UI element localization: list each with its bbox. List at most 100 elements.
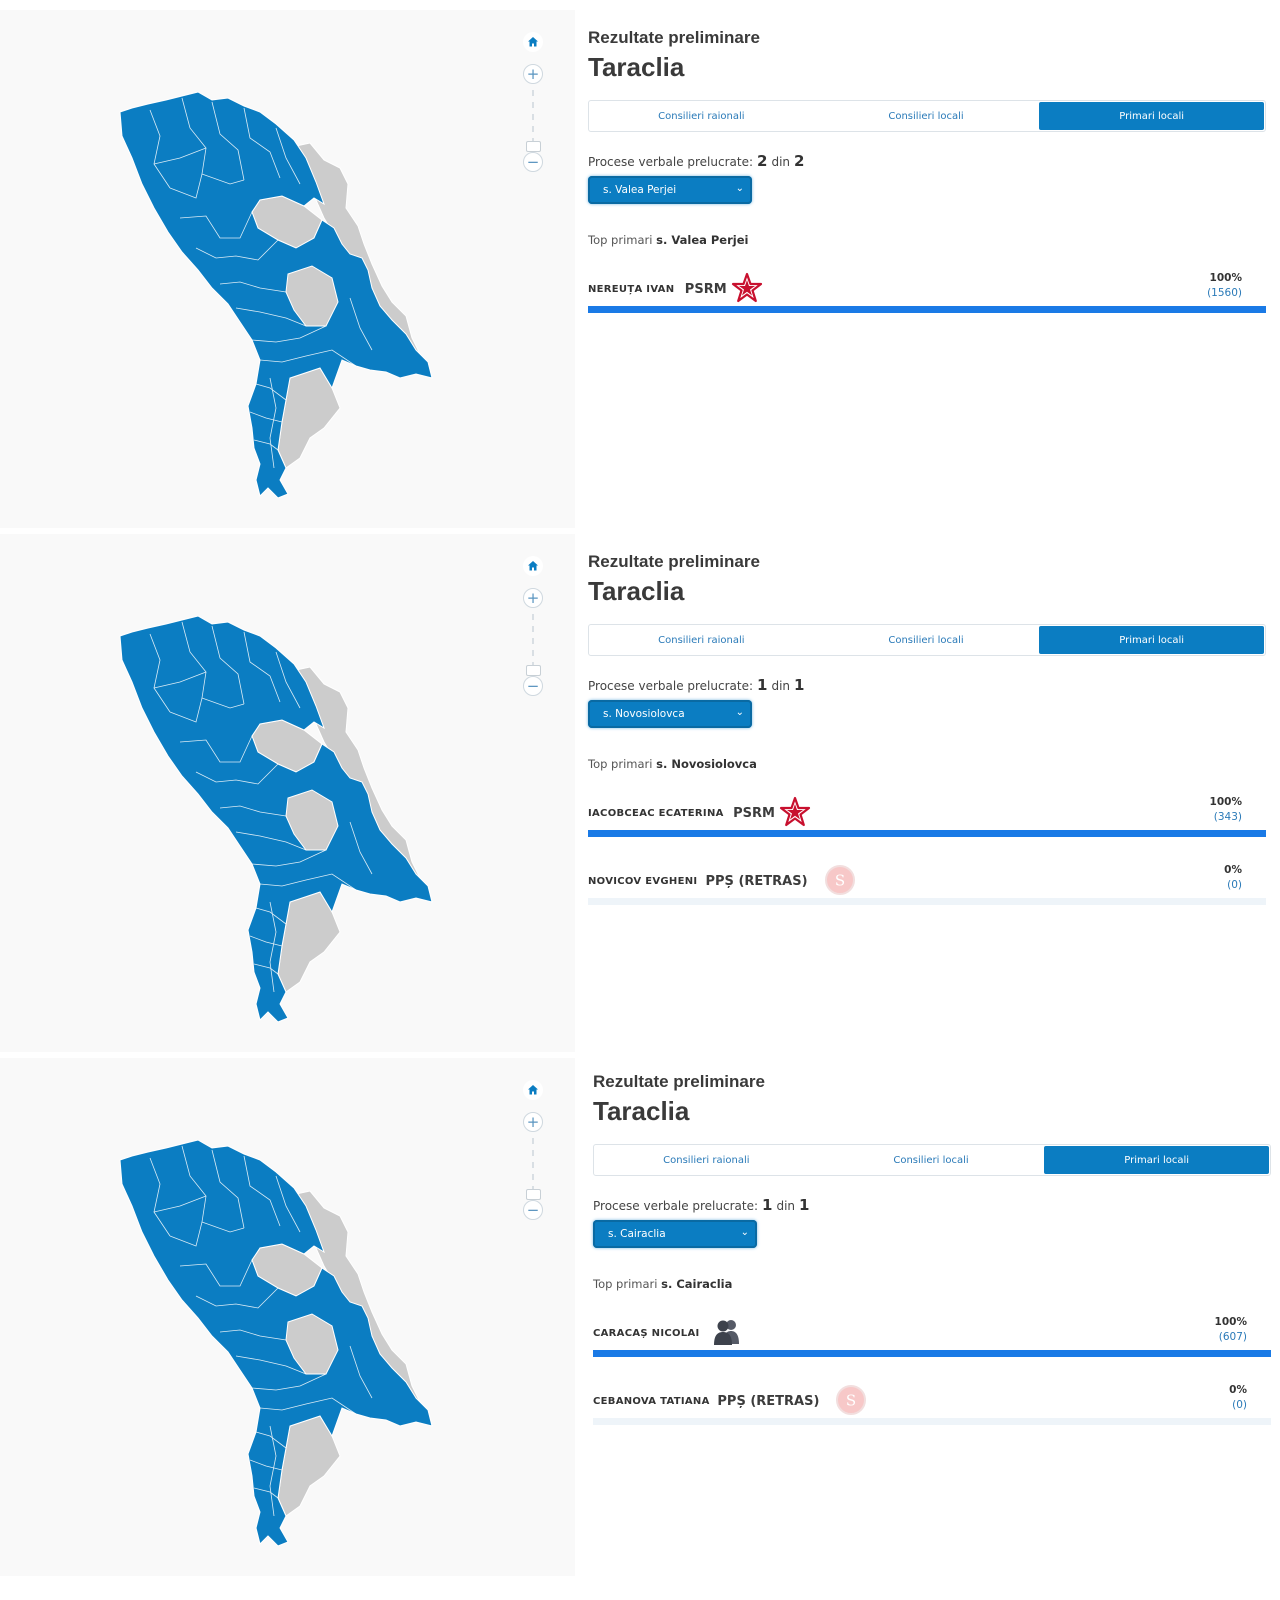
- top-mayors-label: Top primari s. Valea Perjei: [588, 233, 748, 247]
- results-kicker: Rezultate preliminare: [593, 1072, 765, 1091]
- svg-text:S: S: [834, 872, 844, 890]
- tab-consilieri-raionali[interactable]: Consilieri raionali: [663, 1154, 750, 1166]
- svg-text:S: S: [846, 1392, 856, 1410]
- processed-separator: din: [776, 1199, 796, 1213]
- district-title: Taraclia: [588, 576, 685, 606]
- candidate-name: NOVICOV EVGHENI: [588, 876, 698, 887]
- top-mayors-prefix: Top primari: [593, 1277, 658, 1291]
- results-kicker: Rezultate preliminare: [588, 552, 760, 571]
- tab-consilieri-locali[interactable]: Consilieri locali: [888, 110, 964, 122]
- plus-icon: +: [526, 589, 540, 607]
- vote-share-bar: [593, 1350, 1271, 1357]
- home-button[interactable]: [523, 1080, 543, 1100]
- top-mayors-locality: s. Novosiolovca: [656, 757, 757, 771]
- tab-primari-locali[interactable]: Primari locali: [1039, 102, 1265, 130]
- district-title: Taraclia: [588, 52, 685, 82]
- zoom-out-button[interactable]: −: [523, 152, 543, 172]
- processed-reports: Procese verbale prelucrate: 1 din 1: [593, 1196, 809, 1214]
- moldova-map[interactable]: [110, 88, 450, 506]
- zoom-out-button[interactable]: −: [523, 676, 543, 696]
- top-mayors-locality: s. Valea Perjei: [656, 233, 749, 247]
- tab-consilieri-raionali[interactable]: Consilieri raionali: [658, 110, 745, 122]
- candidate-percent: 0%: [1229, 1384, 1247, 1396]
- map-area: + −: [0, 1058, 575, 1576]
- plus-icon: +: [526, 1113, 540, 1131]
- zoom-in-button[interactable]: +: [523, 64, 543, 84]
- processed-reports: Procese verbale prelucrate: 1 din 1: [588, 676, 804, 694]
- home-icon: [528, 1085, 538, 1095]
- pps-s-icon: S: [824, 864, 856, 896]
- vote-share-bar: [588, 830, 1266, 837]
- home-button[interactable]: [523, 556, 543, 576]
- zoom-slider-track[interactable]: [532, 614, 534, 666]
- district-borders: [149, 97, 373, 469]
- zoom-slider-track[interactable]: [532, 90, 534, 142]
- candidate-percent: 100%: [1214, 1316, 1247, 1328]
- zoom-slider-track[interactable]: [532, 1138, 534, 1190]
- moldova-map[interactable]: [110, 612, 450, 1030]
- processed-total: 1: [799, 1196, 810, 1214]
- processed-reports: Procese verbale prelucrate: 2 din 2: [588, 152, 804, 170]
- processed-done: 1: [762, 1196, 773, 1214]
- locality-select[interactable]: s. Novosiolovca ⌄: [588, 700, 752, 728]
- zoom-in-button[interactable]: +: [523, 1112, 543, 1132]
- locality-select[interactable]: s. Cairaclia ⌄: [593, 1220, 757, 1248]
- candidate-votes: (607): [1218, 1331, 1247, 1343]
- minus-icon: −: [526, 153, 540, 171]
- psrm-star-icon: [779, 796, 811, 828]
- top-mayors-label: Top primari s. Novosiolovca: [588, 757, 757, 771]
- top-mayors-prefix: Top primari: [588, 757, 653, 771]
- candidate-percent: 0%: [1224, 864, 1242, 876]
- tab-primari-locali[interactable]: Primari locali: [1039, 626, 1265, 654]
- vote-share-bar: [588, 306, 1266, 313]
- top-mayors-prefix: Top primari: [588, 233, 653, 247]
- candidate-votes: (343): [1213, 811, 1242, 823]
- candidate-party: PPȘ (RETRAS): [705, 874, 808, 889]
- election-type-tabs: Consilieri raionali Consilieri locali Prim…: [593, 1144, 1271, 1176]
- locality-select-value: s. Cairaclia: [608, 1228, 666, 1240]
- vote-share-bar: [588, 898, 1266, 905]
- zoom-slider-handle[interactable]: [526, 141, 541, 152]
- candidate-percent: 100%: [1209, 796, 1242, 808]
- vote-share-fill: [588, 306, 1266, 313]
- candidate-party: PSRM: [684, 282, 727, 297]
- map-region-blue: [119, 91, 433, 499]
- tab-primari-locali[interactable]: Primari locali: [1044, 1146, 1270, 1174]
- candidate-row: CEBANOVA TATIANA PPȘ (RETRAS) S 0% (0): [593, 1384, 1271, 1444]
- candidate-votes: (0): [1232, 1399, 1247, 1411]
- district-title: Taraclia: [593, 1096, 690, 1126]
- map-region-blue: [119, 615, 433, 1023]
- zoom-slider-handle[interactable]: [526, 1189, 541, 1200]
- moldova-map[interactable]: [110, 1136, 450, 1554]
- tab-consilieri-locali[interactable]: Consilieri locali: [893, 1154, 969, 1166]
- processed-total: 2: [794, 152, 805, 170]
- vote-share-bar: [593, 1418, 1271, 1425]
- tab-consilieri-locali[interactable]: Consilieri locali: [888, 634, 964, 646]
- psrm-star-icon: [731, 272, 763, 304]
- candidate-name: IACOBCEAC ECATERINA: [588, 808, 724, 819]
- locality-select-value: s. Novosiolovca: [603, 708, 685, 720]
- locality-select[interactable]: s. Valea Perjei ⌄: [588, 176, 752, 204]
- chevron-down-icon: ⌄: [735, 183, 744, 194]
- map-region-blue: [119, 1139, 433, 1547]
- candidate-party: PPȘ (RETRAS): [717, 1394, 820, 1409]
- district-borders: [149, 1145, 373, 1517]
- candidate-row: NEREUȚA IVAN PSRM 100% (1560): [588, 272, 1266, 332]
- candidate-votes: (0): [1227, 879, 1242, 891]
- election-type-tabs: Consilieri raionali Consilieri locali Prim…: [588, 100, 1266, 132]
- home-button[interactable]: [523, 32, 543, 52]
- top-mayors-locality: s. Cairaclia: [661, 1277, 733, 1291]
- candidate-name: CEBANOVA TATIANA: [593, 1396, 710, 1407]
- zoom-in-button[interactable]: +: [523, 588, 543, 608]
- zoom-slider-handle[interactable]: [526, 665, 541, 676]
- candidate-row: NOVICOV EVGHENI PPȘ (RETRAS) S 0% (0): [588, 864, 1266, 924]
- vote-share-fill: [593, 1350, 1271, 1357]
- home-icon: [528, 37, 538, 47]
- tab-consilieri-raionali[interactable]: Consilieri raionali: [658, 634, 745, 646]
- locality-select-value: s. Valea Perjei: [603, 184, 677, 196]
- map-area: + −: [0, 10, 575, 528]
- processed-label: Procese verbale prelucrate:: [588, 155, 754, 169]
- minus-icon: −: [526, 1201, 540, 1219]
- zoom-out-button[interactable]: −: [523, 1200, 543, 1220]
- candidate-name: CARACAȘ NICOLAI: [593, 1328, 700, 1339]
